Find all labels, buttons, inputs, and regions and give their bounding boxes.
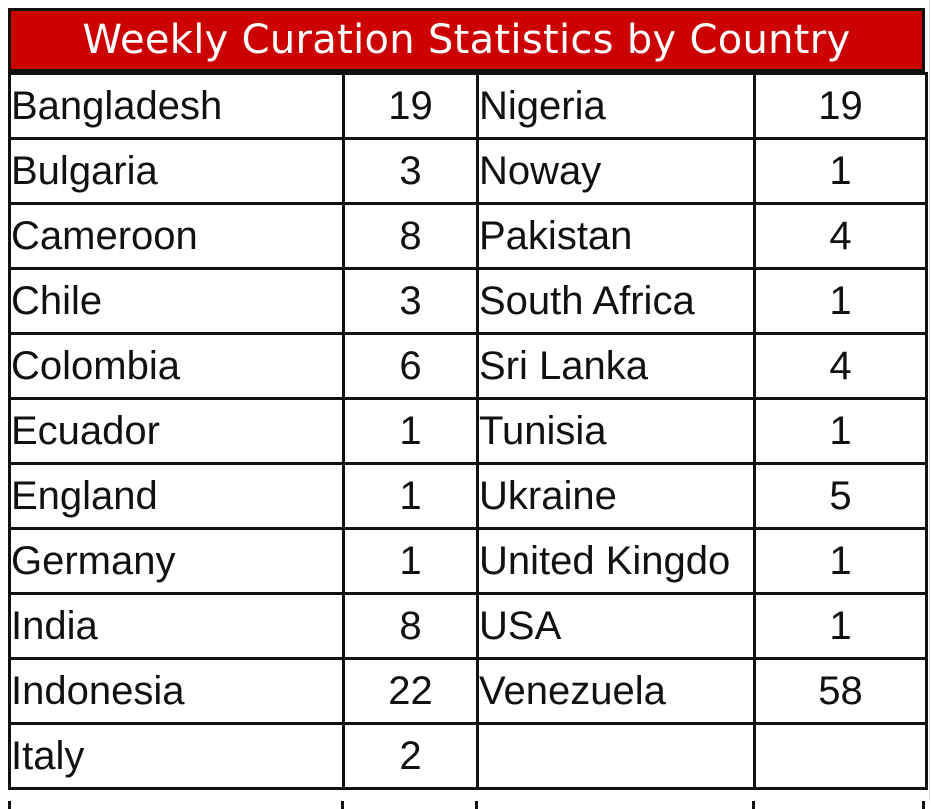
table-row: Bulgaria 3 Noway 1 [8, 137, 928, 205]
right-count-cell[interactable]: 1 [753, 592, 928, 660]
left-country-cell[interactable]: Colombia [8, 332, 345, 400]
right-count-cell[interactable]: 4 [753, 332, 928, 400]
table-row: Ecuador 1 Tunisia 1 [8, 397, 928, 465]
table-row: Cameroon 8 Pakistan 4 [8, 202, 928, 270]
right-country-cell[interactable]: USA [476, 592, 756, 660]
left-count-cell[interactable]: 19 [342, 72, 479, 140]
left-country-cell[interactable]: Ecuador [8, 397, 345, 465]
table-row: India 8 USA 1 [8, 592, 928, 660]
right-count-cell[interactable]: 5 [753, 462, 928, 530]
left-count-cell[interactable]: 1 [342, 527, 479, 595]
right-country-cell[interactable]: United Kingdo [476, 527, 756, 595]
right-country-cell[interactable]: Nigeria [476, 72, 756, 140]
table-row: Italy 2 [8, 722, 928, 790]
left-country-cell[interactable]: Indonesia [8, 657, 345, 725]
table-row: Colombia 6 Sri Lanka 4 [8, 332, 928, 400]
left-country-cell[interactable]: Bangladesh [8, 72, 345, 140]
left-country-cell[interactable]: Italy [8, 722, 345, 790]
table-row: Indonesia 22 Venezuela 58 [8, 657, 928, 725]
left-country-cell[interactable]: India [8, 592, 345, 660]
left-count-cell[interactable]: 2 [342, 722, 479, 790]
left-count-cell[interactable]: 22 [342, 657, 479, 725]
left-country-cell[interactable]: Bulgaria [8, 137, 345, 205]
column-border [8, 801, 11, 809]
right-country-cell[interactable] [476, 722, 756, 790]
right-country-cell[interactable]: Venezuela [476, 657, 756, 725]
right-count-cell[interactable]: 58 [753, 657, 928, 725]
right-country-cell[interactable]: Ukraine [476, 462, 756, 530]
left-country-cell[interactable]: Germany [8, 527, 345, 595]
right-country-cell[interactable]: Tunisia [476, 397, 756, 465]
left-count-cell[interactable]: 3 [342, 267, 479, 335]
table-row: Chile 3 South Africa 1 [8, 267, 928, 335]
right-country-cell[interactable]: South Africa [476, 267, 756, 335]
left-count-cell[interactable]: 1 [342, 462, 479, 530]
table-title: Weekly Curation Statistics by Country [8, 8, 925, 72]
right-country-cell[interactable]: Noway [476, 137, 756, 205]
right-count-cell[interactable] [753, 722, 928, 790]
sheet-bottom-edge [0, 801, 931, 809]
right-count-cell[interactable]: 1 [753, 137, 928, 205]
left-count-cell[interactable]: 1 [342, 397, 479, 465]
table-row: Germany 1 United Kingdo 1 [8, 527, 928, 595]
sheet-gridline [929, 0, 930, 809]
right-count-cell[interactable]: 1 [753, 527, 928, 595]
column-border [475, 801, 478, 809]
right-count-cell[interactable]: 4 [753, 202, 928, 270]
left-count-cell[interactable]: 3 [342, 137, 479, 205]
left-count-cell[interactable]: 8 [342, 202, 479, 270]
right-count-cell[interactable]: 1 [753, 267, 928, 335]
country-stats-table: Bangladesh 19 Nigeria 19 Bulgaria 3 Noway 1 Came… [8, 72, 928, 790]
column-border [341, 801, 344, 809]
column-border [752, 801, 755, 809]
left-count-cell[interactable]: 8 [342, 592, 479, 660]
right-country-cell[interactable]: Sri Lanka [476, 332, 756, 400]
left-country-cell[interactable]: Chile [8, 267, 345, 335]
left-country-cell[interactable]: Cameroon [8, 202, 345, 270]
left-country-cell[interactable]: England [8, 462, 345, 530]
right-country-cell[interactable]: Pakistan [476, 202, 756, 270]
right-count-cell[interactable]: 19 [753, 72, 928, 140]
left-count-cell[interactable]: 6 [342, 332, 479, 400]
column-border [922, 801, 925, 809]
right-count-cell[interactable]: 1 [753, 397, 928, 465]
table-row: Bangladesh 19 Nigeria 19 [8, 72, 928, 140]
table-row: England 1 Ukraine 5 [8, 462, 928, 530]
